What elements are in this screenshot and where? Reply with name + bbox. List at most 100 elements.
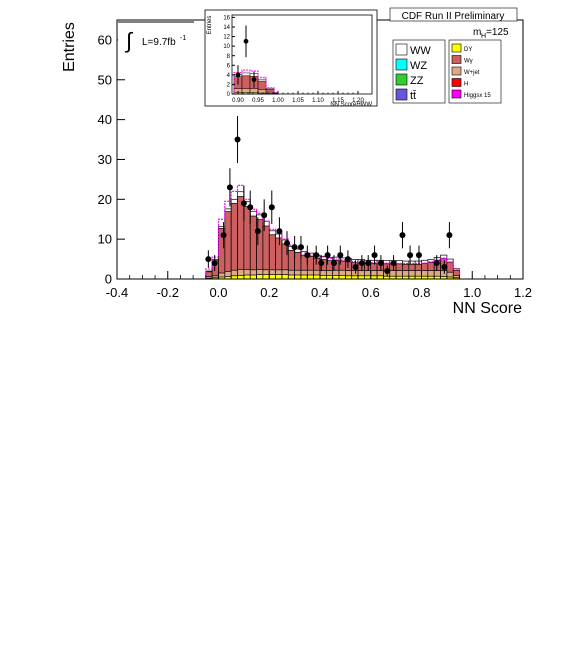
header-title: CDF Run II Preliminary <box>402 11 505 22</box>
data-point-0 <box>205 256 212 263</box>
legend-label-w: Wγ <box>464 59 473 65</box>
integral-symbol: ∫ <box>124 28 134 53</box>
mass-value: =125 <box>486 27 509 38</box>
header-frame <box>389 7 518 22</box>
bar-dy-16 <box>306 274 315 280</box>
data-point-26 <box>384 268 391 275</box>
bar-w-6 <box>243 206 251 280</box>
bar-dy-9 <box>262 274 270 280</box>
y-tick-label-6: 12 <box>223 35 230 41</box>
legend-label-dy: DY <box>464 47 472 53</box>
legend-swatch-w <box>451 55 462 64</box>
bar-dy-5 <box>237 275 245 280</box>
data-point-19 <box>337 252 344 259</box>
x-tick-label-4: 1.10 <box>312 98 324 104</box>
y-tick-label-0: 0 <box>227 92 231 98</box>
luminosity-label: ∫ L=9.7fb -1 <box>118 21 194 57</box>
legend-label-tt: tt̄ <box>410 90 416 102</box>
x-tick-label-5: 0.6 <box>362 285 380 300</box>
y-tick-label-5: 50 <box>98 72 112 87</box>
bar-dy-7 <box>249 274 257 280</box>
luminosity-superscript: -1 <box>180 35 186 42</box>
x-tick-label-3: 0.2 <box>260 285 278 300</box>
legend-swatch-dy <box>451 43 462 53</box>
inset-data-points <box>235 25 257 88</box>
x-tick-label-6: 0.8 <box>412 285 430 300</box>
x-tick-label-1: 0.95 <box>252 98 264 104</box>
data-point-12 <box>291 244 298 251</box>
x-tick-label-7: 1.0 <box>463 285 481 300</box>
data-point-27 <box>390 260 397 267</box>
data-point-6 <box>247 204 254 211</box>
data-point-25 <box>377 260 384 267</box>
data-point-20 <box>344 256 351 263</box>
data-point-18 <box>330 260 337 267</box>
legend-label-higgsx-15: Higgsx 15 <box>464 93 491 99</box>
data-point-30 <box>415 252 422 259</box>
legend-label-zz: ZZ <box>410 75 424 87</box>
bar-dy-14 <box>294 274 302 280</box>
y-tick-label-4: 40 <box>98 112 112 127</box>
legend-label-ww: WW <box>410 45 431 57</box>
data-point-4 <box>234 136 241 143</box>
data-point-2 <box>220 232 227 239</box>
legend-swatch-wz <box>395 58 408 71</box>
data-point-21 <box>352 264 359 271</box>
data-point-9 <box>268 204 275 211</box>
data-points <box>205 116 453 277</box>
data-point-33 <box>446 232 453 239</box>
y-tick-label-2: 4 <box>227 73 231 79</box>
y-tick-label-7: 14 <box>223 25 230 31</box>
data-point-3 <box>226 184 233 191</box>
y-tick-label-3: 6 <box>227 63 231 69</box>
x-tick-label-3: 1.05 <box>292 98 304 104</box>
higgs-mass-label: m H =125 <box>473 27 509 40</box>
mass-symbol: m <box>473 27 481 38</box>
bar-dy-11 <box>275 274 283 280</box>
y-tick-label-1: 10 <box>98 232 112 247</box>
x-tick-label-5: 1.15 <box>332 98 344 104</box>
legend-backgrounds-box: WW WZ ZZ tt̄ <box>392 39 446 104</box>
data-point-32 <box>441 264 448 271</box>
inset-plot: 0.90 0.95 1.00 1.05 1.10 1.15 1.20 0 2 4 6 8 10 12 14 1… <box>204 9 378 108</box>
legend-label-h: H <box>464 82 468 88</box>
y-tick-label-3: 30 <box>98 152 112 167</box>
x-tick-label-6: 1.20 <box>352 98 364 104</box>
bar-dy-20 <box>332 275 340 280</box>
data-point-31 <box>433 260 440 267</box>
bar-dy-10 <box>268 274 276 280</box>
data-point-13 <box>297 244 304 251</box>
bar-dy-6 <box>243 274 251 280</box>
x-tick-label-0: 0.90 <box>232 98 244 104</box>
x-tick-label-1: -0.2 <box>157 285 179 300</box>
data-point-7 <box>254 228 261 235</box>
luminosity-box <box>118 21 194 57</box>
data-point-5 <box>240 200 247 207</box>
legend-label-w-jet: W+jet <box>464 70 480 76</box>
y-tick-label-2: 20 <box>98 192 112 207</box>
x-tick-label-0: -0.4 <box>106 285 128 300</box>
legend-swatch-ww <box>395 43 408 56</box>
y-tick-label-0: 0 <box>105 272 112 287</box>
inset-signal-histogram <box>233 69 279 94</box>
x-tick-label-2: 1.00 <box>272 98 284 104</box>
luminosity-text: L=9.7fb <box>142 37 176 48</box>
data-point-0 <box>235 72 241 78</box>
x-axis-label: NN Score <box>453 300 522 317</box>
bar-dy-12 <box>281 274 289 280</box>
inset-background <box>204 9 378 107</box>
data-point-2 <box>251 77 257 83</box>
bar-dy-8 <box>256 274 264 280</box>
bar-dy-18 <box>319 275 327 280</box>
y-tick-label-1: 2 <box>227 83 231 89</box>
data-point-8 <box>261 212 268 219</box>
data-point-23 <box>365 260 372 267</box>
bar-dy-15 <box>300 274 308 280</box>
data-point-11 <box>284 240 291 247</box>
inset-axes: 0.90 0.95 1.00 1.05 1.10 1.15 1.20 0 2 4 6 8 10 12 14 1… <box>223 15 364 104</box>
inset-plot-frame <box>231 14 373 95</box>
y-axis-label: Entries <box>61 22 78 72</box>
header-box: CDF Run II Preliminary <box>389 7 518 22</box>
main-axes: -0.4 -0.2 0.0 0.2 0.4 0.6 0.8 1.0 1.201020304050… <box>98 32 533 300</box>
